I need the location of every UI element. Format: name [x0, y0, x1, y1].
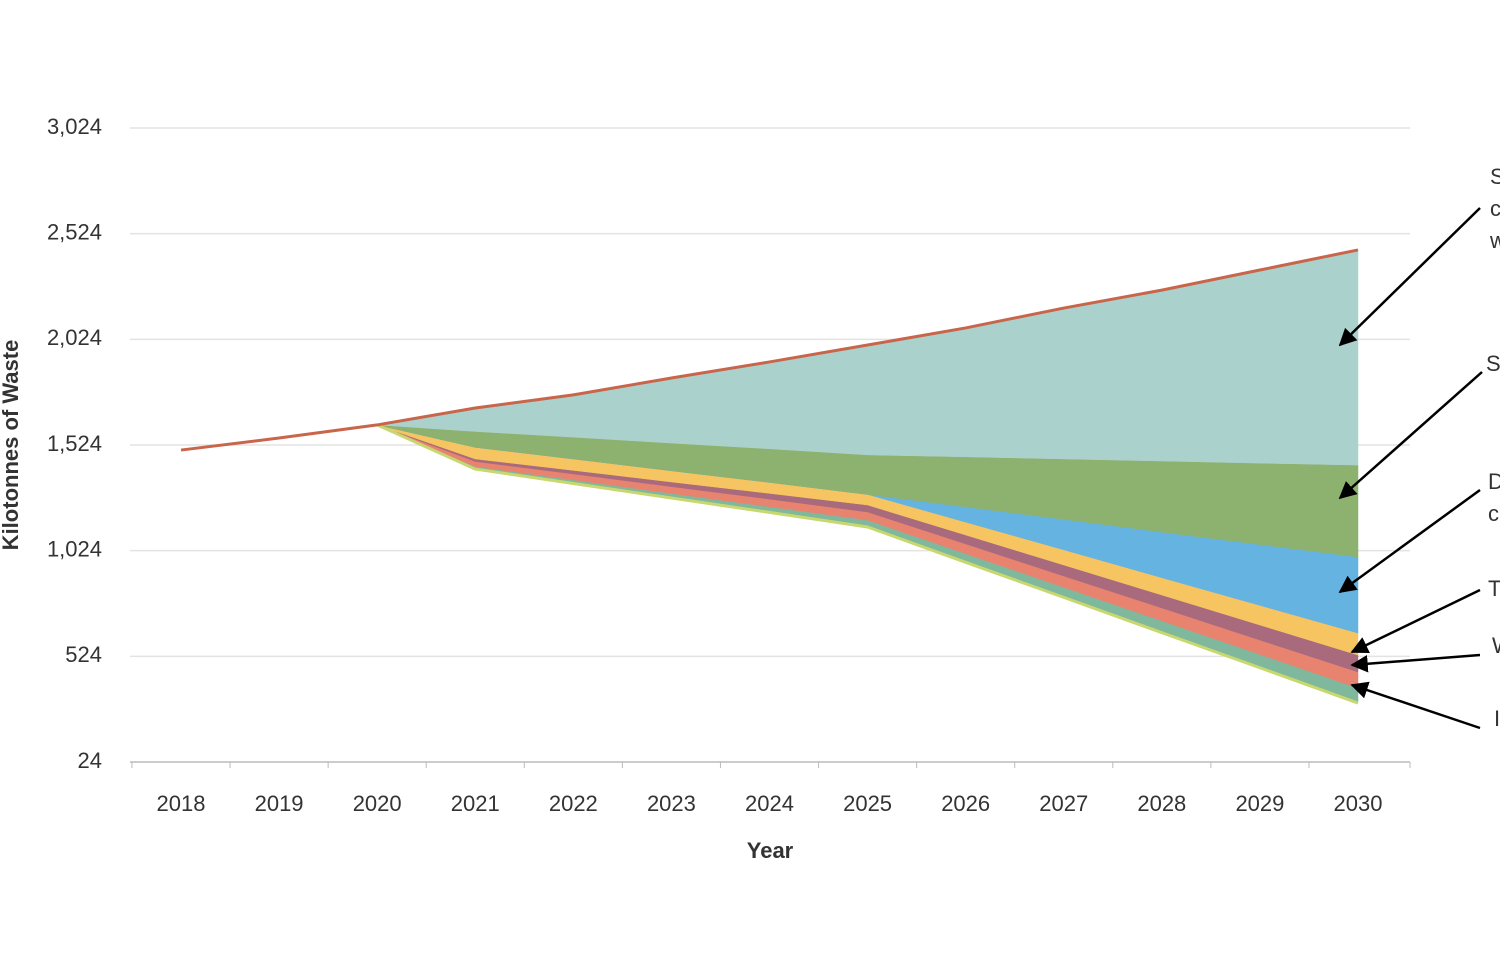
area: [377, 249, 1359, 466]
y-tick-label: 1,024: [47, 536, 102, 561]
annotation-arrow: [1350, 653, 1481, 673]
line: [180, 248, 1359, 452]
annotation-text: w: [1489, 228, 1500, 253]
x-tick-label: 2018: [157, 791, 206, 816]
y-tick-label: 1,524: [47, 431, 102, 456]
x-tick-label: 2019: [255, 791, 304, 816]
x-tick-label: 2026: [941, 791, 990, 816]
annotation-text: T: [1488, 576, 1500, 601]
annotation-text: S: [1486, 351, 1500, 376]
y-tick-label: 2,024: [47, 325, 102, 350]
annotation-text: D: [1488, 469, 1500, 494]
x-tick-label: 2021: [451, 791, 500, 816]
y-axis-title: Kilotonnes of Waste: [0, 340, 23, 551]
annotation-arrow: [1338, 488, 1481, 594]
x-tick-label: 2027: [1039, 791, 1088, 816]
annotation-text: c: [1488, 501, 1499, 526]
y-tick-label: 3,024: [47, 114, 102, 139]
annotation-text: S: [1490, 164, 1500, 189]
annotation-text: I: [1494, 706, 1500, 731]
line: [376, 423, 1359, 705]
annotation-text: c: [1490, 196, 1500, 221]
annotation-text: W: [1492, 633, 1500, 658]
y-tick-label: 524: [65, 642, 102, 667]
x-tick-label: 2020: [353, 791, 402, 816]
y-tick-label: 2,524: [47, 219, 102, 244]
x-tick-label: 2029: [1235, 791, 1284, 816]
y-tick-label: 24: [78, 748, 102, 773]
annotation-arrow: [1350, 681, 1481, 730]
x-tick-label: 2022: [549, 791, 598, 816]
x-tick-label: 2024: [745, 791, 794, 816]
x-axis-title: Year: [747, 838, 794, 863]
annotation-arrow: [1338, 371, 1483, 500]
x-tick-label: 2030: [1334, 791, 1383, 816]
x-tick-label: 2023: [647, 791, 696, 816]
annotation-arrow: [1338, 207, 1481, 347]
x-tick-label: 2028: [1137, 791, 1186, 816]
x-tick-label: 2025: [843, 791, 892, 816]
annotation-arrow: [1350, 588, 1481, 654]
